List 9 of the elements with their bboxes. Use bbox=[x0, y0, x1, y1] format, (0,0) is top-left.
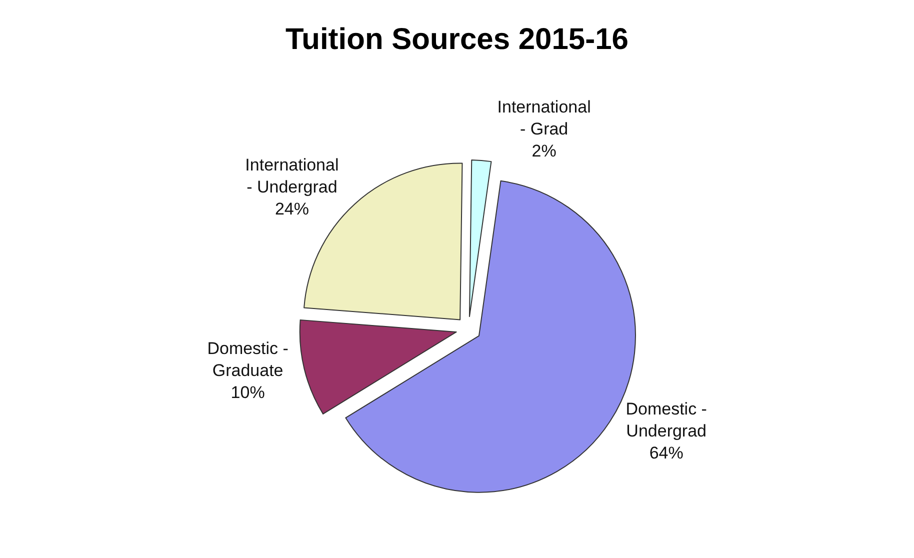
slice-label: Domestic - Undergrad bbox=[626, 399, 707, 441]
slice-label: International - Grad bbox=[497, 97, 591, 139]
chart-title: Tuition Sources 2015-16 bbox=[286, 22, 628, 56]
slice-label: Domestic - Graduate bbox=[207, 338, 288, 380]
data-label: 64% bbox=[649, 444, 684, 463]
data-label: 2% bbox=[532, 142, 556, 161]
data-label: 24% bbox=[274, 200, 309, 219]
slice-label: International - Undergrad bbox=[245, 155, 339, 196]
data-label: 10% bbox=[230, 383, 265, 402]
